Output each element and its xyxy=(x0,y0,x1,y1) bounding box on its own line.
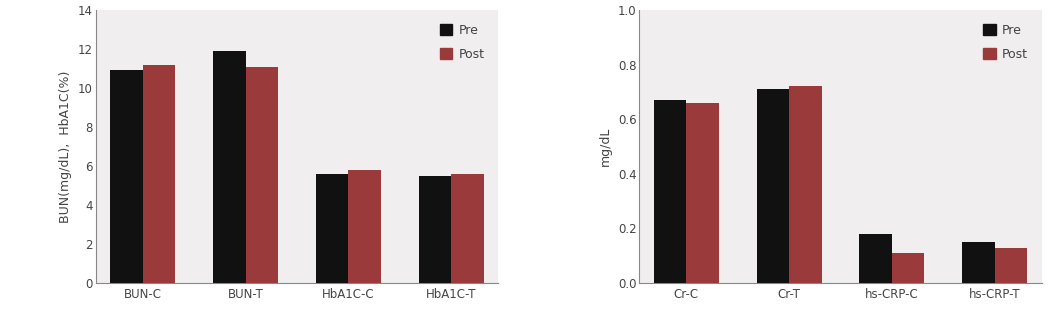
Bar xyxy=(451,174,484,283)
Bar xyxy=(757,89,789,283)
Y-axis label: BUN(mg/dL),  HbA1C(%): BUN(mg/dL), HbA1C(%) xyxy=(60,70,72,223)
Bar xyxy=(789,87,822,283)
Bar xyxy=(349,170,381,283)
Bar xyxy=(316,174,349,283)
Bar xyxy=(962,242,995,283)
Y-axis label: mg/dL: mg/dL xyxy=(600,127,612,166)
Bar xyxy=(142,65,175,283)
Bar xyxy=(246,67,279,283)
Bar xyxy=(213,51,246,283)
Bar xyxy=(995,247,1027,283)
Bar xyxy=(859,234,892,283)
Bar xyxy=(687,103,719,283)
Bar xyxy=(419,176,451,283)
Legend: Pre, Post: Pre, Post xyxy=(433,16,492,69)
Legend: Pre, Post: Pre, Post xyxy=(976,16,1035,69)
Bar xyxy=(892,253,925,283)
Bar xyxy=(654,100,687,283)
Bar xyxy=(111,71,142,283)
